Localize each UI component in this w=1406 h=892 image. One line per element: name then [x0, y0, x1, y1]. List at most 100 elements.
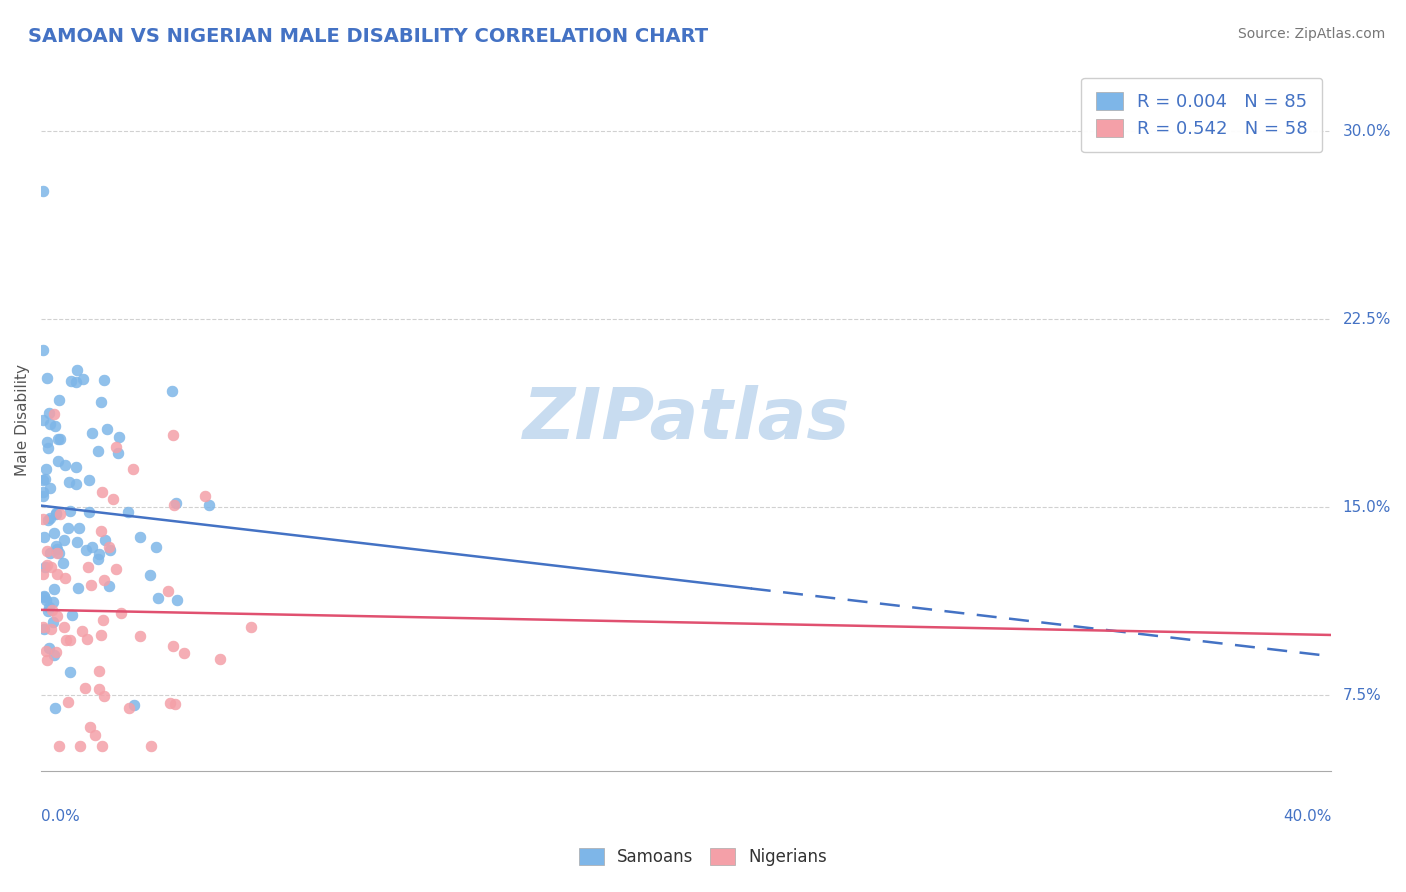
Point	[163, 498, 186, 512]
Point	[80, 540, 103, 554]
Point	[45, 645, 67, 659]
Point	[87, 547, 110, 561]
Point	[60, 374, 83, 388]
Point	[31, 511, 53, 525]
Point	[117, 505, 139, 519]
Point	[46, 432, 69, 446]
Point	[90, 524, 112, 538]
Point	[49, 508, 72, 522]
Point	[208, 652, 231, 666]
Point	[80, 578, 103, 592]
Point	[42, 582, 65, 596]
Point	[73, 681, 96, 695]
Point	[31, 620, 53, 634]
Point	[32, 590, 55, 604]
Point	[166, 593, 188, 607]
Point	[52, 533, 75, 547]
Point	[91, 739, 114, 753]
Point	[45, 546, 67, 560]
Point	[118, 701, 141, 715]
Point	[38, 417, 60, 432]
Point	[98, 540, 121, 554]
Point	[39, 511, 62, 525]
Point	[42, 615, 65, 629]
Point	[66, 534, 89, 549]
Point	[45, 542, 67, 557]
Point	[52, 557, 75, 571]
Point	[239, 620, 262, 634]
Point	[55, 632, 77, 647]
Point	[162, 640, 184, 654]
Point	[56, 695, 79, 709]
Point	[93, 690, 115, 704]
Text: Source: ZipAtlas.com: Source: ZipAtlas.com	[1237, 27, 1385, 41]
Point	[35, 434, 58, 449]
Point	[98, 543, 121, 558]
Point	[162, 428, 184, 442]
Point	[103, 492, 125, 507]
Legend: Samoans, Nigerians: Samoans, Nigerians	[571, 840, 835, 875]
Point	[31, 184, 53, 198]
Point	[32, 530, 55, 544]
Point	[35, 653, 58, 667]
Point	[69, 739, 91, 753]
Point	[32, 590, 55, 604]
Point	[90, 628, 112, 642]
Point	[93, 574, 115, 588]
Text: 40.0%: 40.0%	[1284, 809, 1331, 824]
Point	[44, 419, 66, 434]
Point	[105, 561, 128, 575]
Point	[80, 425, 103, 440]
Point	[32, 473, 55, 487]
Point	[66, 363, 89, 377]
Point	[65, 477, 87, 491]
Point	[37, 558, 59, 572]
Point	[59, 503, 82, 517]
Point	[77, 504, 100, 518]
Text: SAMOAN VS NIGERIAN MALE DISABILITY CORRELATION CHART: SAMOAN VS NIGERIAN MALE DISABILITY CORRE…	[28, 27, 709, 45]
Point	[35, 371, 58, 385]
Point	[138, 568, 160, 582]
Point	[37, 442, 59, 456]
Point	[45, 506, 67, 520]
Legend: R = 0.004   N = 85, R = 0.542   N = 58: R = 0.004 N = 85, R = 0.542 N = 58	[1081, 78, 1323, 153]
Point	[104, 440, 127, 454]
Point	[156, 583, 179, 598]
Point	[79, 720, 101, 734]
Point	[44, 648, 66, 662]
Point	[58, 475, 80, 490]
Text: 0.0%: 0.0%	[41, 809, 80, 824]
Point	[94, 533, 117, 548]
Point	[46, 609, 69, 624]
Point	[96, 422, 118, 436]
Point	[42, 407, 65, 421]
Point	[32, 622, 55, 636]
Point	[32, 412, 55, 426]
Point	[38, 481, 60, 495]
Text: 7.5%: 7.5%	[1343, 688, 1381, 703]
Point	[107, 446, 129, 460]
Point	[38, 599, 60, 614]
Point	[52, 619, 75, 633]
Point	[146, 591, 169, 605]
Point	[60, 607, 83, 622]
Point	[44, 525, 66, 540]
Point	[159, 696, 181, 710]
Point	[37, 513, 59, 527]
Point	[38, 406, 60, 420]
Point	[122, 698, 145, 712]
Point	[46, 567, 69, 582]
Point	[34, 560, 56, 574]
Point	[98, 579, 121, 593]
Point	[41, 595, 63, 609]
Point	[93, 373, 115, 387]
Point	[66, 581, 89, 595]
Point	[49, 432, 72, 446]
Point	[59, 632, 82, 647]
Point	[38, 640, 60, 655]
Point	[35, 592, 58, 607]
Point	[31, 484, 53, 499]
Point	[48, 392, 70, 407]
Point	[122, 462, 145, 476]
Point	[53, 458, 76, 472]
